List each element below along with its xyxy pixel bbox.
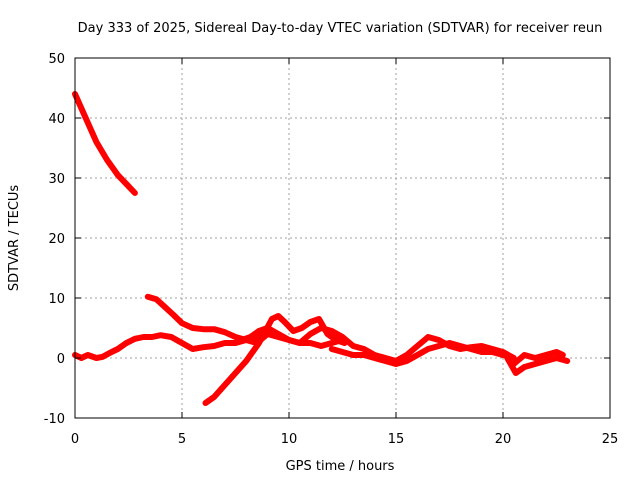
series-arc-7	[504, 355, 571, 376]
y-tick-label: 40	[48, 112, 65, 127]
x-axis-title: GPS time / hours	[286, 459, 395, 474]
series-arc-2	[72, 328, 271, 361]
series-arc-1	[72, 91, 138, 196]
series-arc-8	[510, 349, 566, 367]
x-tick-label: 15	[388, 432, 405, 447]
x-tick-label: 25	[602, 432, 619, 447]
x-tick-label: 20	[495, 432, 512, 447]
series-arc-4	[202, 313, 348, 406]
series-group	[72, 91, 571, 406]
chart-title: Day 333 of 2025, Sidereal Day-to-day VTE…	[78, 21, 603, 36]
y-tick-label: 30	[48, 172, 65, 187]
y-tick-label: 20	[48, 232, 65, 247]
y-tick-label: -10	[44, 412, 65, 427]
y-tick-label: 10	[48, 292, 65, 307]
y-tick-label: 50	[48, 52, 65, 67]
axis-ticks: 0 5 10 15 20 25 -10 0 10 20 30 40 50	[44, 52, 619, 447]
x-tick-label: 5	[178, 432, 186, 447]
y-tick-label: 0	[57, 352, 65, 367]
x-tick-label: 0	[71, 432, 79, 447]
y-axis-title: SDTVAR / TECUs	[7, 185, 22, 292]
x-tick-label: 10	[281, 432, 298, 447]
series-arc-6	[328, 340, 517, 367]
